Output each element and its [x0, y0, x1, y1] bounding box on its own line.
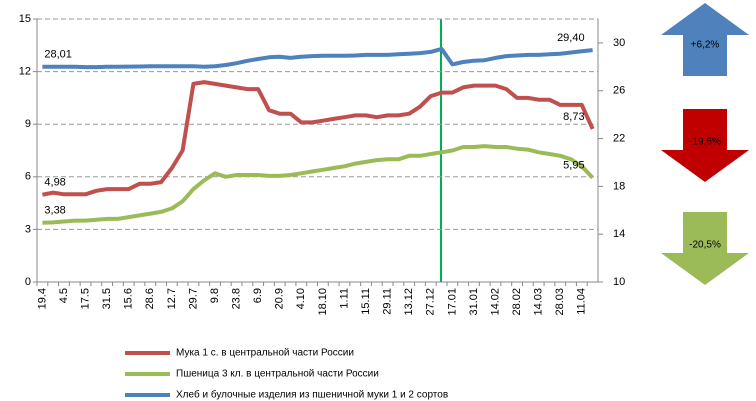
data-label: 5,95	[563, 160, 584, 172]
x-tick-label: 14.02	[489, 288, 501, 316]
x-tick-label: 15.11	[360, 288, 372, 315]
x-tick-label: 18.10	[317, 288, 329, 316]
y-tick-label: 6	[25, 171, 31, 183]
series-line	[42, 144, 595, 225]
y2-tick-label: 10	[613, 276, 625, 288]
arrow-label: -19,6%	[689, 137, 721, 148]
x-tick-label: 28.03	[554, 288, 566, 316]
x-tick-label: 28.02	[511, 288, 523, 316]
x-tick-label: 1.11	[338, 288, 350, 309]
y-tick-label: 3	[25, 223, 31, 235]
y2-tick-label: 18	[613, 180, 625, 192]
y2-tick-label: 22	[613, 132, 625, 144]
x-tick-label: 17.01	[446, 288, 458, 316]
y2-tick-label: 14	[613, 228, 625, 240]
x-tick-label: 28.6	[144, 288, 156, 309]
x-tick-label: 31.01	[468, 288, 480, 316]
series-line	[42, 46, 593, 70]
x-tick-label: 11.04	[576, 288, 588, 315]
y-tick-label: 0	[25, 276, 31, 288]
x-tick-label: 29.11	[382, 288, 394, 315]
y2-tick-label: 26	[613, 85, 625, 97]
x-tick-label: 19.4	[36, 288, 48, 309]
x-tick-label: 31.5	[101, 288, 113, 309]
x-tick-label: 15.6	[123, 288, 135, 309]
x-tick-label: 13.12	[403, 288, 415, 316]
y-tick-label: 15	[19, 13, 31, 25]
x-tick-label: 6.9	[252, 288, 264, 303]
x-tick-label: 27.12	[425, 288, 437, 316]
legend-label: Хлеб и булочные изделия из пшеничной мук…	[176, 389, 448, 401]
y2-tick-label: 30	[613, 37, 625, 49]
x-tick-label: 9.8	[209, 288, 221, 303]
legend-label: Мука 1 с. в центральной части России	[176, 348, 354, 359]
x-tick-label: 12.7	[166, 288, 178, 309]
legend-label: Пшеница 3 кл. в центральной части России	[176, 369, 379, 380]
y-tick-label: 9	[25, 118, 31, 130]
data-label: 4,98	[44, 177, 65, 189]
data-label: 8,73	[563, 111, 584, 123]
arrow	[661, 109, 749, 182]
arrow-label: +6,2%	[691, 40, 720, 51]
x-tick-label: 23.8	[230, 288, 242, 309]
x-tick-label: 4.10	[295, 288, 307, 309]
y-tick-label: 12	[19, 66, 31, 78]
arrow	[661, 212, 749, 285]
data-label: 28,01	[44, 49, 72, 61]
data-label: 29,40	[557, 32, 585, 44]
x-tick-label: 20.9	[274, 288, 286, 309]
arrow	[661, 3, 749, 76]
x-tick-label: 29.7	[187, 288, 199, 309]
x-tick-label: 4.5	[58, 288, 70, 303]
arrow-label: -20,5%	[689, 240, 721, 251]
series-line	[42, 80, 595, 197]
x-tick-label: 14.03	[533, 288, 545, 316]
data-label: 3,38	[44, 205, 65, 217]
x-tick-label: 17.5	[79, 288, 91, 309]
